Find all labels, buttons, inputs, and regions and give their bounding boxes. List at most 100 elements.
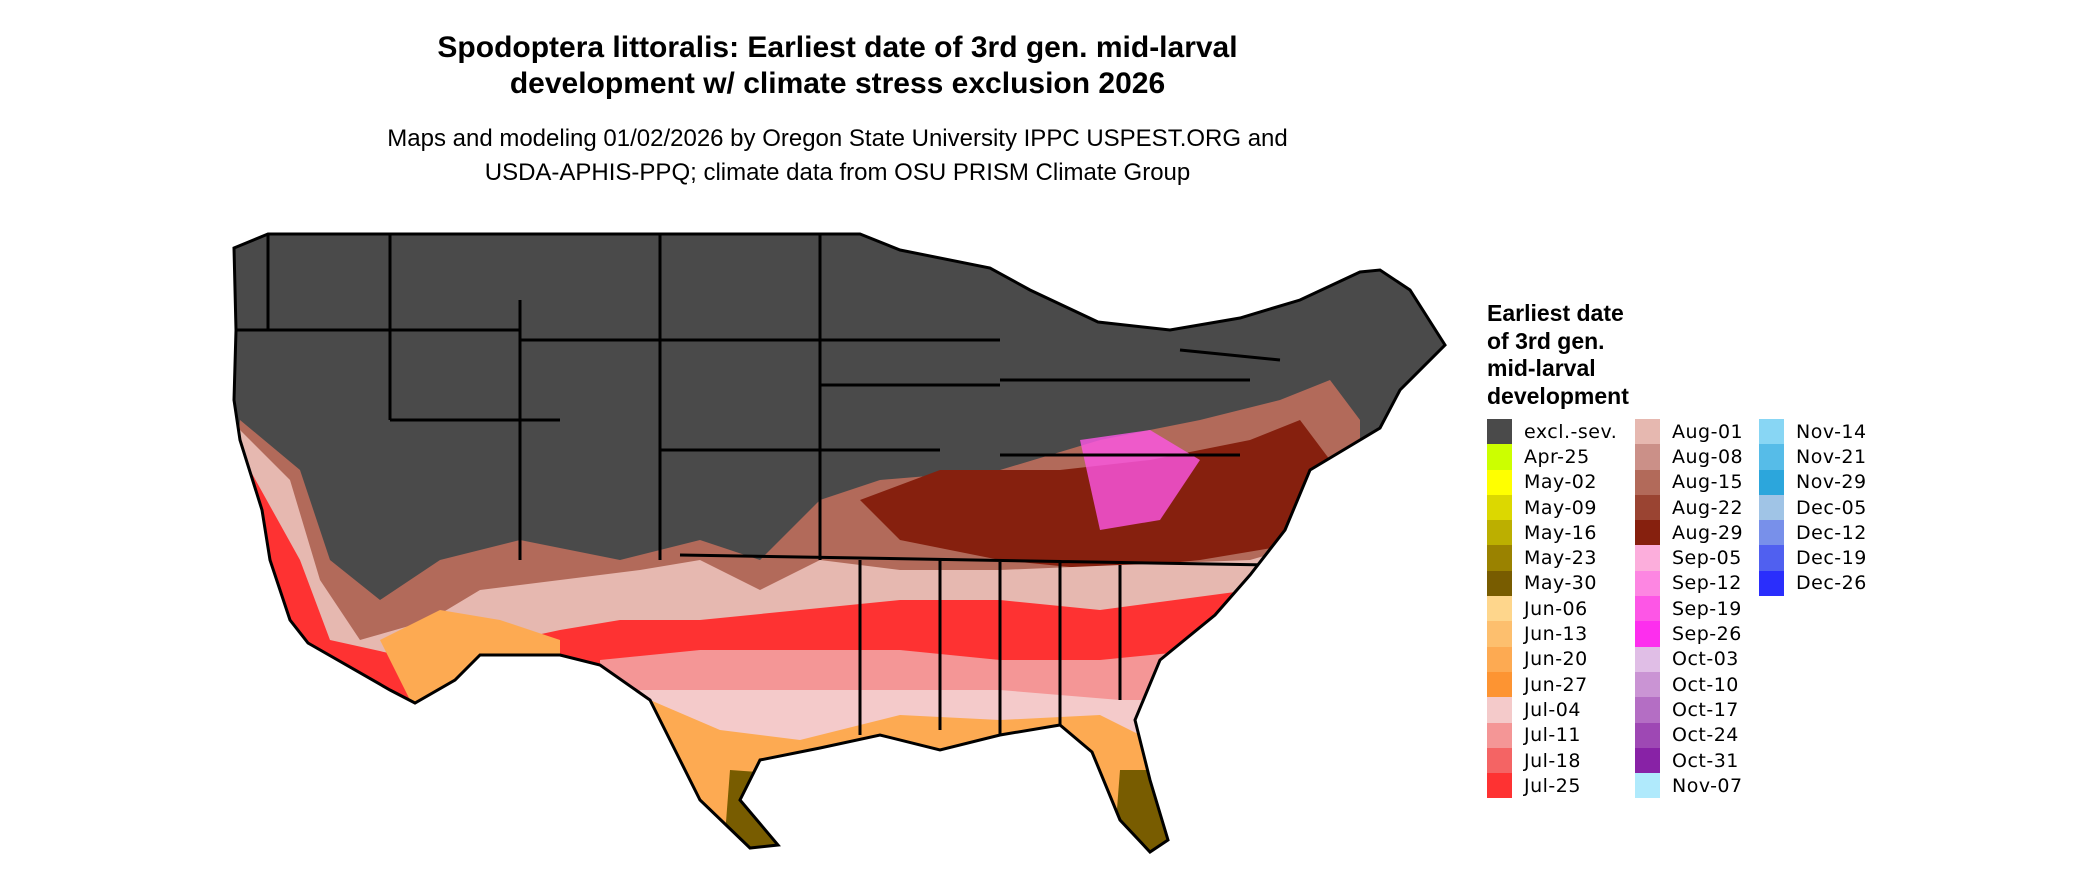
legend-swatch <box>1759 444 1784 470</box>
legend-title-line: of 3rd gen. <box>1487 327 1605 354</box>
legend-item: Jun-13 <box>1487 621 1617 647</box>
legend-swatch <box>1759 469 1784 495</box>
legend-item: Dec-26 <box>1759 570 1867 597</box>
legend-item: Aug-01 <box>1635 419 1744 445</box>
legend-label: Nov-29 <box>1796 471 1867 494</box>
legend-label: Jul-25 <box>1524 774 1581 797</box>
legend-label: Nov-07 <box>1672 774 1743 797</box>
legend-swatch <box>1635 773 1660 799</box>
legend-item: Jun-27 <box>1487 671 1617 698</box>
title-line-2: development w/ climate stress exclusion … <box>509 67 1166 100</box>
legend-item: Nov-14 <box>1759 419 1867 445</box>
legend-label: Jul-18 <box>1524 749 1581 772</box>
legend-item: Nov-07 <box>1635 773 1743 799</box>
legend-swatch <box>1487 419 1512 445</box>
title-line-1: Spodoptera littoralis: Earliest date of … <box>437 31 1238 64</box>
legend-item: Sep-26 <box>1635 621 1743 647</box>
legend-label: Oct-31 <box>1672 749 1739 772</box>
legend-item: Jul-11 <box>1487 722 1617 748</box>
legend-item: excl.-sev. <box>1487 419 1618 445</box>
legend-label: Sep-26 <box>1672 623 1742 646</box>
state-borders <box>236 234 1281 735</box>
legend-item: May-02 <box>1487 469 1617 495</box>
legend-label: May-09 <box>1524 496 1597 519</box>
legend-item: Aug-29 <box>1635 520 1744 546</box>
legend-label: May-23 <box>1524 547 1597 570</box>
legend-label: Dec-26 <box>1796 572 1867 595</box>
legend-title: Earliest date of 3rd gen. mid-larval dev… <box>1487 300 1629 410</box>
legend-item: Jul-04 <box>1487 697 1617 723</box>
legend-title-line: Earliest date <box>1487 300 1624 326</box>
legend-item: Aug-15 <box>1635 469 1744 495</box>
legend-label: Aug-29 <box>1672 521 1744 544</box>
legend-swatch <box>1759 419 1784 445</box>
legend-swatch <box>1487 671 1512 698</box>
legend-item: Jun-20 <box>1487 646 1617 672</box>
legend-label: Aug-08 <box>1672 445 1744 468</box>
legend-swatch <box>1759 520 1784 546</box>
legend-label: Dec-12 <box>1796 521 1867 544</box>
legend-item: May-30 <box>1487 570 1617 597</box>
legend-swatch <box>1487 520 1512 546</box>
legend-swatch <box>1635 747 1660 774</box>
legend-swatch <box>1635 520 1660 546</box>
legend-label: May-30 <box>1524 572 1597 595</box>
legend-item: Oct-31 <box>1635 747 1743 774</box>
legend-label: Apr-25 <box>1524 445 1590 468</box>
legend-swatch <box>1487 646 1512 672</box>
legend-label: Nov-21 <box>1796 445 1867 468</box>
legend-label: Aug-15 <box>1672 471 1744 494</box>
legend-item: Apr-25 <box>1487 444 1617 470</box>
legend-swatch <box>1759 494 1784 521</box>
legend-swatch <box>1487 621 1512 647</box>
legend-swatch <box>1635 722 1660 748</box>
legend-swatch <box>1487 570 1512 597</box>
legend-label: Oct-10 <box>1672 673 1739 696</box>
legend-item: Aug-08 <box>1635 444 1744 470</box>
legend-item: Sep-05 <box>1635 545 1743 571</box>
legend-swatch <box>1635 646 1660 672</box>
legend-swatch <box>1635 621 1660 647</box>
legend-item: Nov-21 <box>1759 444 1867 470</box>
legend-swatch <box>1487 697 1512 723</box>
legend-item: Dec-19 <box>1759 545 1867 571</box>
legend-swatch <box>1635 596 1660 622</box>
legend-item: Dec-05 <box>1759 494 1867 521</box>
map-title: Spodoptera littoralis: Earliest date of … <box>0 30 1675 102</box>
legend-swatch <box>1635 545 1660 571</box>
legend-item: Oct-24 <box>1635 722 1743 748</box>
legend-label: excl.-sev. <box>1524 420 1618 443</box>
legend-swatch <box>1487 773 1512 799</box>
legend-item: Aug-22 <box>1635 494 1743 521</box>
legend-title-line: mid-larval <box>1487 355 1596 381</box>
legend-label: Jul-04 <box>1524 698 1581 721</box>
legend-swatch <box>1759 545 1784 571</box>
legend-swatch <box>1487 469 1512 495</box>
legend-column-2: Aug-01 Aug-08 Aug-15 Aug-22 Aug-29 Sep-05 Sep-… <box>1635 419 1744 799</box>
legend-label: Jul-11 <box>1524 724 1581 747</box>
legend-item: Jul-18 <box>1487 747 1617 774</box>
legend-swatch <box>1635 469 1660 495</box>
legend-label: Sep-12 <box>1672 572 1742 595</box>
legend-label: May-02 <box>1524 471 1597 494</box>
legend-item: Dec-12 <box>1759 520 1867 546</box>
us-outline <box>232 232 1447 854</box>
legend-item: Jun-06 <box>1487 596 1617 622</box>
legend-swatch <box>1487 545 1512 571</box>
legend-label: Aug-01 <box>1672 420 1744 443</box>
legend-label: May-16 <box>1524 521 1597 544</box>
legend-swatch <box>1635 494 1660 521</box>
legend-item: Sep-19 <box>1635 596 1743 622</box>
legend-item: May-09 <box>1487 494 1617 521</box>
legend-swatch <box>1635 570 1660 597</box>
legend-label: Nov-14 <box>1796 420 1867 443</box>
subtitle-line-1: Maps and modeling 01/02/2026 by Oregon S… <box>387 125 1288 152</box>
legend-swatch <box>1487 596 1512 622</box>
legend-label: Sep-19 <box>1672 597 1742 620</box>
legend-swatch <box>1487 722 1512 748</box>
subtitle-line-2: USDA-APHIS-PPQ; climate data from OSU PR… <box>484 159 1191 186</box>
legend-item: May-23 <box>1487 545 1617 571</box>
legend-label: Jun-06 <box>1524 597 1588 620</box>
legend-label: Dec-05 <box>1796 496 1867 519</box>
